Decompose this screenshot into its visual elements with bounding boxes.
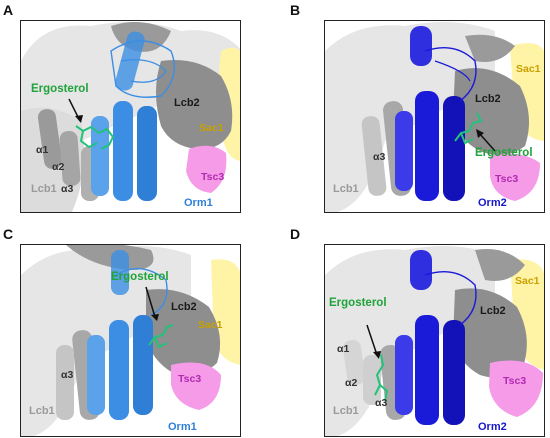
orm2-structure bbox=[395, 250, 477, 425]
helix-a1 bbox=[343, 339, 366, 385]
helix-label-a3: α3 bbox=[375, 397, 388, 409]
ergosterol-label: Ergosterol bbox=[31, 83, 89, 95]
panel-c: Ergosterol Lcb2 Sac1 Tsc3 α3 Lcb1 Orm1 bbox=[20, 244, 241, 437]
lcb1-label: Lcb1 bbox=[333, 183, 359, 195]
tsc3-label: Tsc3 bbox=[178, 373, 202, 385]
lcb2-label: Lcb2 bbox=[475, 93, 501, 105]
lcb1-label: Lcb1 bbox=[333, 405, 359, 417]
sac1-label: Sac1 bbox=[516, 63, 541, 75]
ergosterol-molecule bbox=[75, 125, 115, 150]
orm-label: Orm2 bbox=[478, 421, 507, 433]
panel-c-structure bbox=[21, 245, 240, 436]
panel-d-structure bbox=[325, 246, 544, 436]
panel-b: Lcb2 Sac1 Ergosterol Tsc3 α3 Lcb1 Orm2 bbox=[324, 20, 545, 213]
tsc3-surface bbox=[490, 153, 540, 201]
ergosterol-molecule bbox=[374, 354, 389, 402]
lcb2-surface bbox=[453, 288, 527, 378]
orm-label: Orm1 bbox=[168, 421, 197, 433]
helix-label-a2: α2 bbox=[345, 377, 358, 389]
ergosterol-label: Ergosterol bbox=[475, 147, 533, 159]
lcb1-label: Lcb1 bbox=[31, 183, 57, 195]
lcb2-surface bbox=[146, 289, 221, 376]
ergosterol-arrow bbox=[68, 98, 80, 120]
ergosterol-arrow bbox=[478, 132, 496, 152]
helix-a2 bbox=[59, 130, 81, 187]
panel-c-letter: C bbox=[3, 226, 14, 242]
lcb1-label: Lcb1 bbox=[29, 405, 55, 417]
panel-a-structure bbox=[21, 22, 240, 212]
helix-label-a2: α2 bbox=[52, 161, 65, 173]
ergosterol-label: Ergosterol bbox=[329, 297, 387, 309]
helix-label-a3: α3 bbox=[61, 369, 74, 381]
lcb2-surface bbox=[156, 60, 233, 150]
tsc3-label: Tsc3 bbox=[495, 173, 519, 185]
orm1-structure bbox=[91, 31, 175, 201]
tsc3-surface bbox=[489, 360, 543, 417]
helix-label-a1: α1 bbox=[36, 144, 49, 156]
tsc3-surface bbox=[171, 362, 221, 410]
panel-b-structure bbox=[325, 22, 544, 212]
orm2-structure bbox=[395, 26, 477, 201]
ergosterol-arrow bbox=[366, 324, 378, 356]
helix-label-a1: α1 bbox=[337, 343, 350, 355]
panel-b-letter: B bbox=[290, 2, 301, 18]
lcb2-label: Lcb2 bbox=[171, 301, 197, 313]
ergosterol-molecule bbox=[148, 324, 174, 349]
sac1-label: Sac1 bbox=[515, 275, 540, 287]
lcb2-label: Lcb2 bbox=[174, 97, 200, 109]
tsc3-label: Tsc3 bbox=[201, 171, 225, 183]
orm1-structure bbox=[87, 250, 168, 420]
helix-label-a3: α3 bbox=[61, 183, 74, 195]
helix-a1 bbox=[37, 109, 63, 169]
helix-label-a3: α3 bbox=[373, 151, 386, 163]
tsc3-label: Tsc3 bbox=[503, 375, 527, 387]
ergosterol-label: Ergosterol bbox=[111, 271, 169, 283]
ergosterol-molecule bbox=[454, 112, 483, 145]
panel-a: Ergosterol Lcb2 Sac1 Tsc3 α1 α2 α3 Lcb1 … bbox=[20, 20, 241, 213]
sac1-label: Sac1 bbox=[198, 319, 223, 331]
panel-d: Ergosterol Lcb2 Sac1 Tsc3 α1 α2 α3 Lcb1 … bbox=[324, 244, 545, 437]
orm-label: Orm2 bbox=[478, 197, 507, 209]
lcb2-label: Lcb2 bbox=[480, 305, 506, 317]
sac1-label: Sac1 bbox=[199, 122, 224, 134]
panel-a-letter: A bbox=[3, 2, 14, 18]
orm-label: Orm1 bbox=[184, 197, 213, 209]
tsc3-surface bbox=[186, 145, 227, 193]
lcb2-surface bbox=[453, 68, 529, 155]
panel-d-letter: D bbox=[290, 226, 301, 242]
ergosterol-arrow bbox=[145, 286, 156, 318]
